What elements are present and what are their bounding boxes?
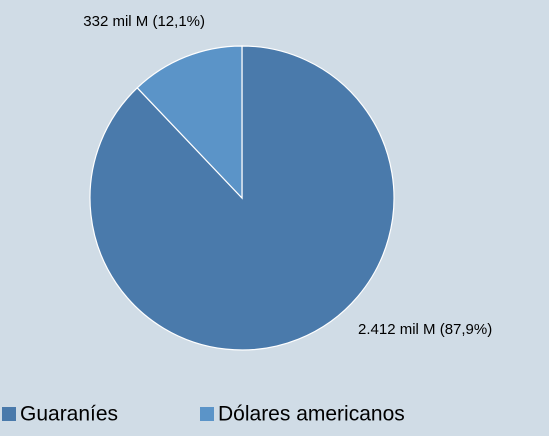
legend-label: Guaraníes — [20, 403, 118, 426]
data-label: 332 mil M (12,1%) — [83, 13, 205, 30]
legend-swatch — [2, 407, 16, 421]
pie-slice — [89, 45, 395, 351]
legend-swatch — [200, 407, 214, 421]
pie-slice — [136, 45, 243, 200]
legend-label: Dólares americanos — [218, 403, 405, 426]
data-label: 2.412 mil M (87,9%) — [358, 321, 492, 338]
